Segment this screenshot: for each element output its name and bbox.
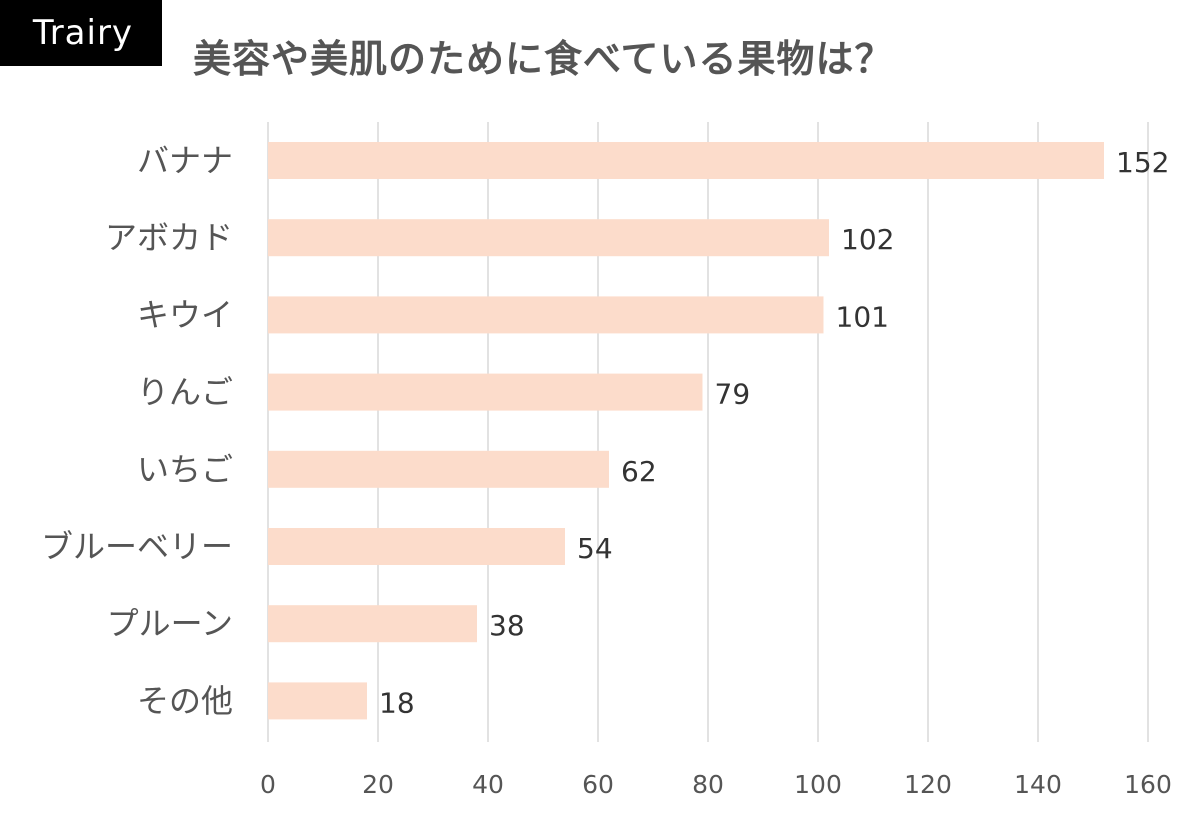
- x-tick-label: 120: [904, 770, 952, 799]
- brand-logo-text: Trairy: [32, 13, 134, 53]
- category-label: その他: [137, 682, 233, 720]
- x-tick-label: 80: [692, 770, 724, 799]
- category-label: プルーン: [107, 605, 233, 643]
- category-label: りんご: [137, 373, 233, 411]
- gridlines: [267, 122, 1149, 742]
- data-label: 38: [489, 609, 525, 642]
- bar: [268, 142, 1104, 179]
- bar: [268, 219, 829, 257]
- data-label: 101: [836, 300, 889, 333]
- x-tick-label: 60: [582, 770, 614, 799]
- bar: [268, 296, 824, 334]
- data-label: 152: [1116, 146, 1169, 179]
- x-tick-label: 0: [260, 770, 276, 799]
- bars: [268, 142, 1104, 720]
- category-label: キウイ: [137, 296, 233, 334]
- value-labels: 152 102 101 79 62 54 38 18: [379, 146, 1169, 719]
- x-tick-label: 100: [794, 770, 842, 799]
- x-axis-tick-labels: 0 20 40 60 80 100 120 140 160: [260, 770, 1172, 799]
- chart-title: 美容や美肌のために食べている果物は？: [193, 37, 894, 81]
- category-label: アボカド: [105, 219, 233, 257]
- data-label: 18: [379, 686, 415, 719]
- bar: [268, 605, 477, 643]
- x-tick-label: 40: [472, 770, 504, 799]
- data-label: 102: [841, 223, 894, 256]
- bar: [268, 682, 367, 720]
- data-label: 54: [577, 532, 613, 565]
- category-label: いちご: [137, 450, 233, 488]
- x-tick-label: 140: [1014, 770, 1062, 799]
- category-label: バナナ: [137, 142, 233, 180]
- x-tick-label: 20: [362, 770, 394, 799]
- x-tick-label: 160: [1124, 770, 1172, 799]
- bar: [268, 373, 703, 411]
- category-label: ブルーベリー: [41, 528, 233, 566]
- brand-badge: Trairy: [0, 0, 162, 66]
- bar: [268, 528, 565, 565]
- data-label: 79: [715, 378, 751, 411]
- bar: [268, 450, 609, 488]
- data-label: 62: [621, 455, 657, 488]
